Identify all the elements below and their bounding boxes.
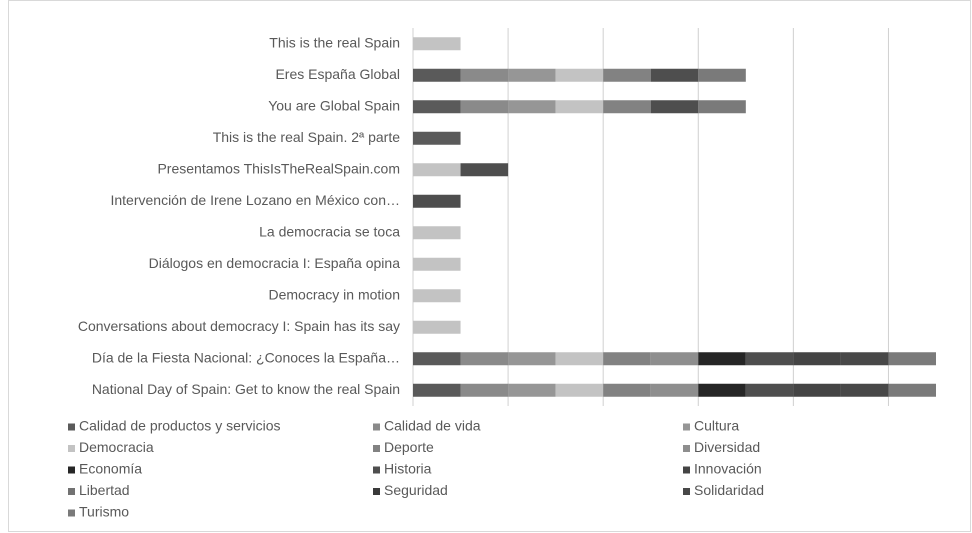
bar-segment	[413, 320, 461, 334]
legend-label: Libertad	[79, 482, 130, 498]
bar-segment	[460, 383, 509, 397]
bar-segment	[603, 100, 651, 114]
legend-label: Diversidad	[694, 439, 760, 455]
bar-segment	[888, 383, 936, 397]
chart-border	[8, 0, 971, 532]
legend-label: Calidad de vida	[384, 418, 481, 434]
y-tick-label: La democracia se toca	[259, 223, 400, 239]
bar-segment	[413, 383, 461, 397]
bar-segment	[413, 257, 461, 271]
bar-segment	[698, 68, 746, 82]
bar-segment	[413, 131, 461, 145]
legend-swatch	[683, 466, 690, 474]
legend-swatch	[373, 445, 380, 452]
bar-segment	[698, 383, 746, 397]
legend-swatch	[373, 488, 380, 495]
bar-segment	[650, 352, 699, 366]
y-tick-label: National Day of Spain: Get to know the r…	[92, 381, 400, 397]
bar-segment	[603, 383, 651, 397]
y-tick-label: Intervención de Irene Lozano en México c…	[110, 192, 400, 208]
bar-segment	[413, 37, 461, 51]
y-tick-label: Democracy in motion	[269, 286, 401, 302]
bar-segment	[698, 100, 746, 114]
legend-swatch	[683, 445, 690, 452]
y-tick-label: This is the real Spain	[269, 34, 400, 50]
legend-swatch	[68, 466, 75, 474]
bar-segment	[555, 352, 604, 366]
legend-label: Historia	[384, 461, 432, 477]
bar-segment	[460, 68, 509, 82]
bar-segment	[413, 100, 461, 114]
bar-segment	[745, 352, 794, 366]
legend-swatch	[68, 509, 75, 517]
legend-swatch	[68, 423, 75, 431]
legend-label: Solidaridad	[694, 482, 764, 498]
legend-swatch	[683, 423, 690, 431]
legend-label: Seguridad	[384, 482, 448, 498]
bar-segment	[793, 383, 841, 397]
bar-segment	[413, 352, 461, 366]
legend-swatch	[683, 488, 690, 495]
y-tick-label: Eres España Global	[275, 66, 400, 82]
bar-segment	[413, 194, 461, 208]
y-tick-label: Presentamos ThisIsTheRealSpain.com	[157, 160, 400, 176]
bar-segment	[508, 352, 556, 366]
bar-segment	[460, 163, 509, 177]
legend-swatch	[373, 423, 380, 431]
bar-segment	[650, 100, 699, 114]
bar-segment	[413, 163, 461, 177]
bar-segment	[840, 352, 889, 366]
bar-segment	[698, 352, 746, 366]
bar-segment	[888, 352, 936, 366]
y-tick-label: Día de la Fiesta Nacional: ¿Conoces la E…	[92, 349, 400, 365]
legend-label: Cultura	[694, 418, 739, 434]
bar-segment	[555, 68, 604, 82]
bar-segment	[555, 383, 604, 397]
bar-segment	[650, 383, 699, 397]
y-tick-label: Conversations about democracy I: Spain h…	[78, 318, 400, 334]
y-tick-label: Diálogos en democracia I: España opina	[149, 255, 401, 271]
bar-segment	[603, 352, 651, 366]
bar-segment	[650, 68, 699, 82]
bar-segment	[460, 100, 509, 114]
legend-swatch	[373, 466, 380, 474]
bar-segment	[413, 226, 461, 240]
legend-label: Economía	[79, 461, 142, 477]
legend-label: Democracia	[79, 439, 154, 455]
bar-segment	[413, 68, 461, 82]
y-tick-label: This is the real Spain. 2ª parte	[213, 129, 400, 145]
legend-label: Turismo	[79, 504, 129, 520]
legend-label: Deporte	[384, 439, 434, 455]
legend-swatch	[68, 445, 75, 452]
bar-segment	[508, 383, 556, 397]
bar-segment	[603, 68, 651, 82]
legend-label: Calidad de productos y servicios	[79, 418, 281, 434]
bar-segment	[745, 383, 794, 397]
bar-segment	[460, 352, 509, 366]
legend-label: Innovación	[694, 461, 762, 477]
bar-segment	[413, 289, 461, 303]
bar-segment	[793, 352, 841, 366]
bar-segment	[840, 383, 889, 397]
legend-swatch	[68, 488, 75, 495]
bar-segment	[508, 68, 556, 82]
bar-segment	[555, 100, 604, 114]
y-tick-label: You are Global Spain	[268, 97, 400, 113]
bar-segment	[508, 100, 556, 114]
